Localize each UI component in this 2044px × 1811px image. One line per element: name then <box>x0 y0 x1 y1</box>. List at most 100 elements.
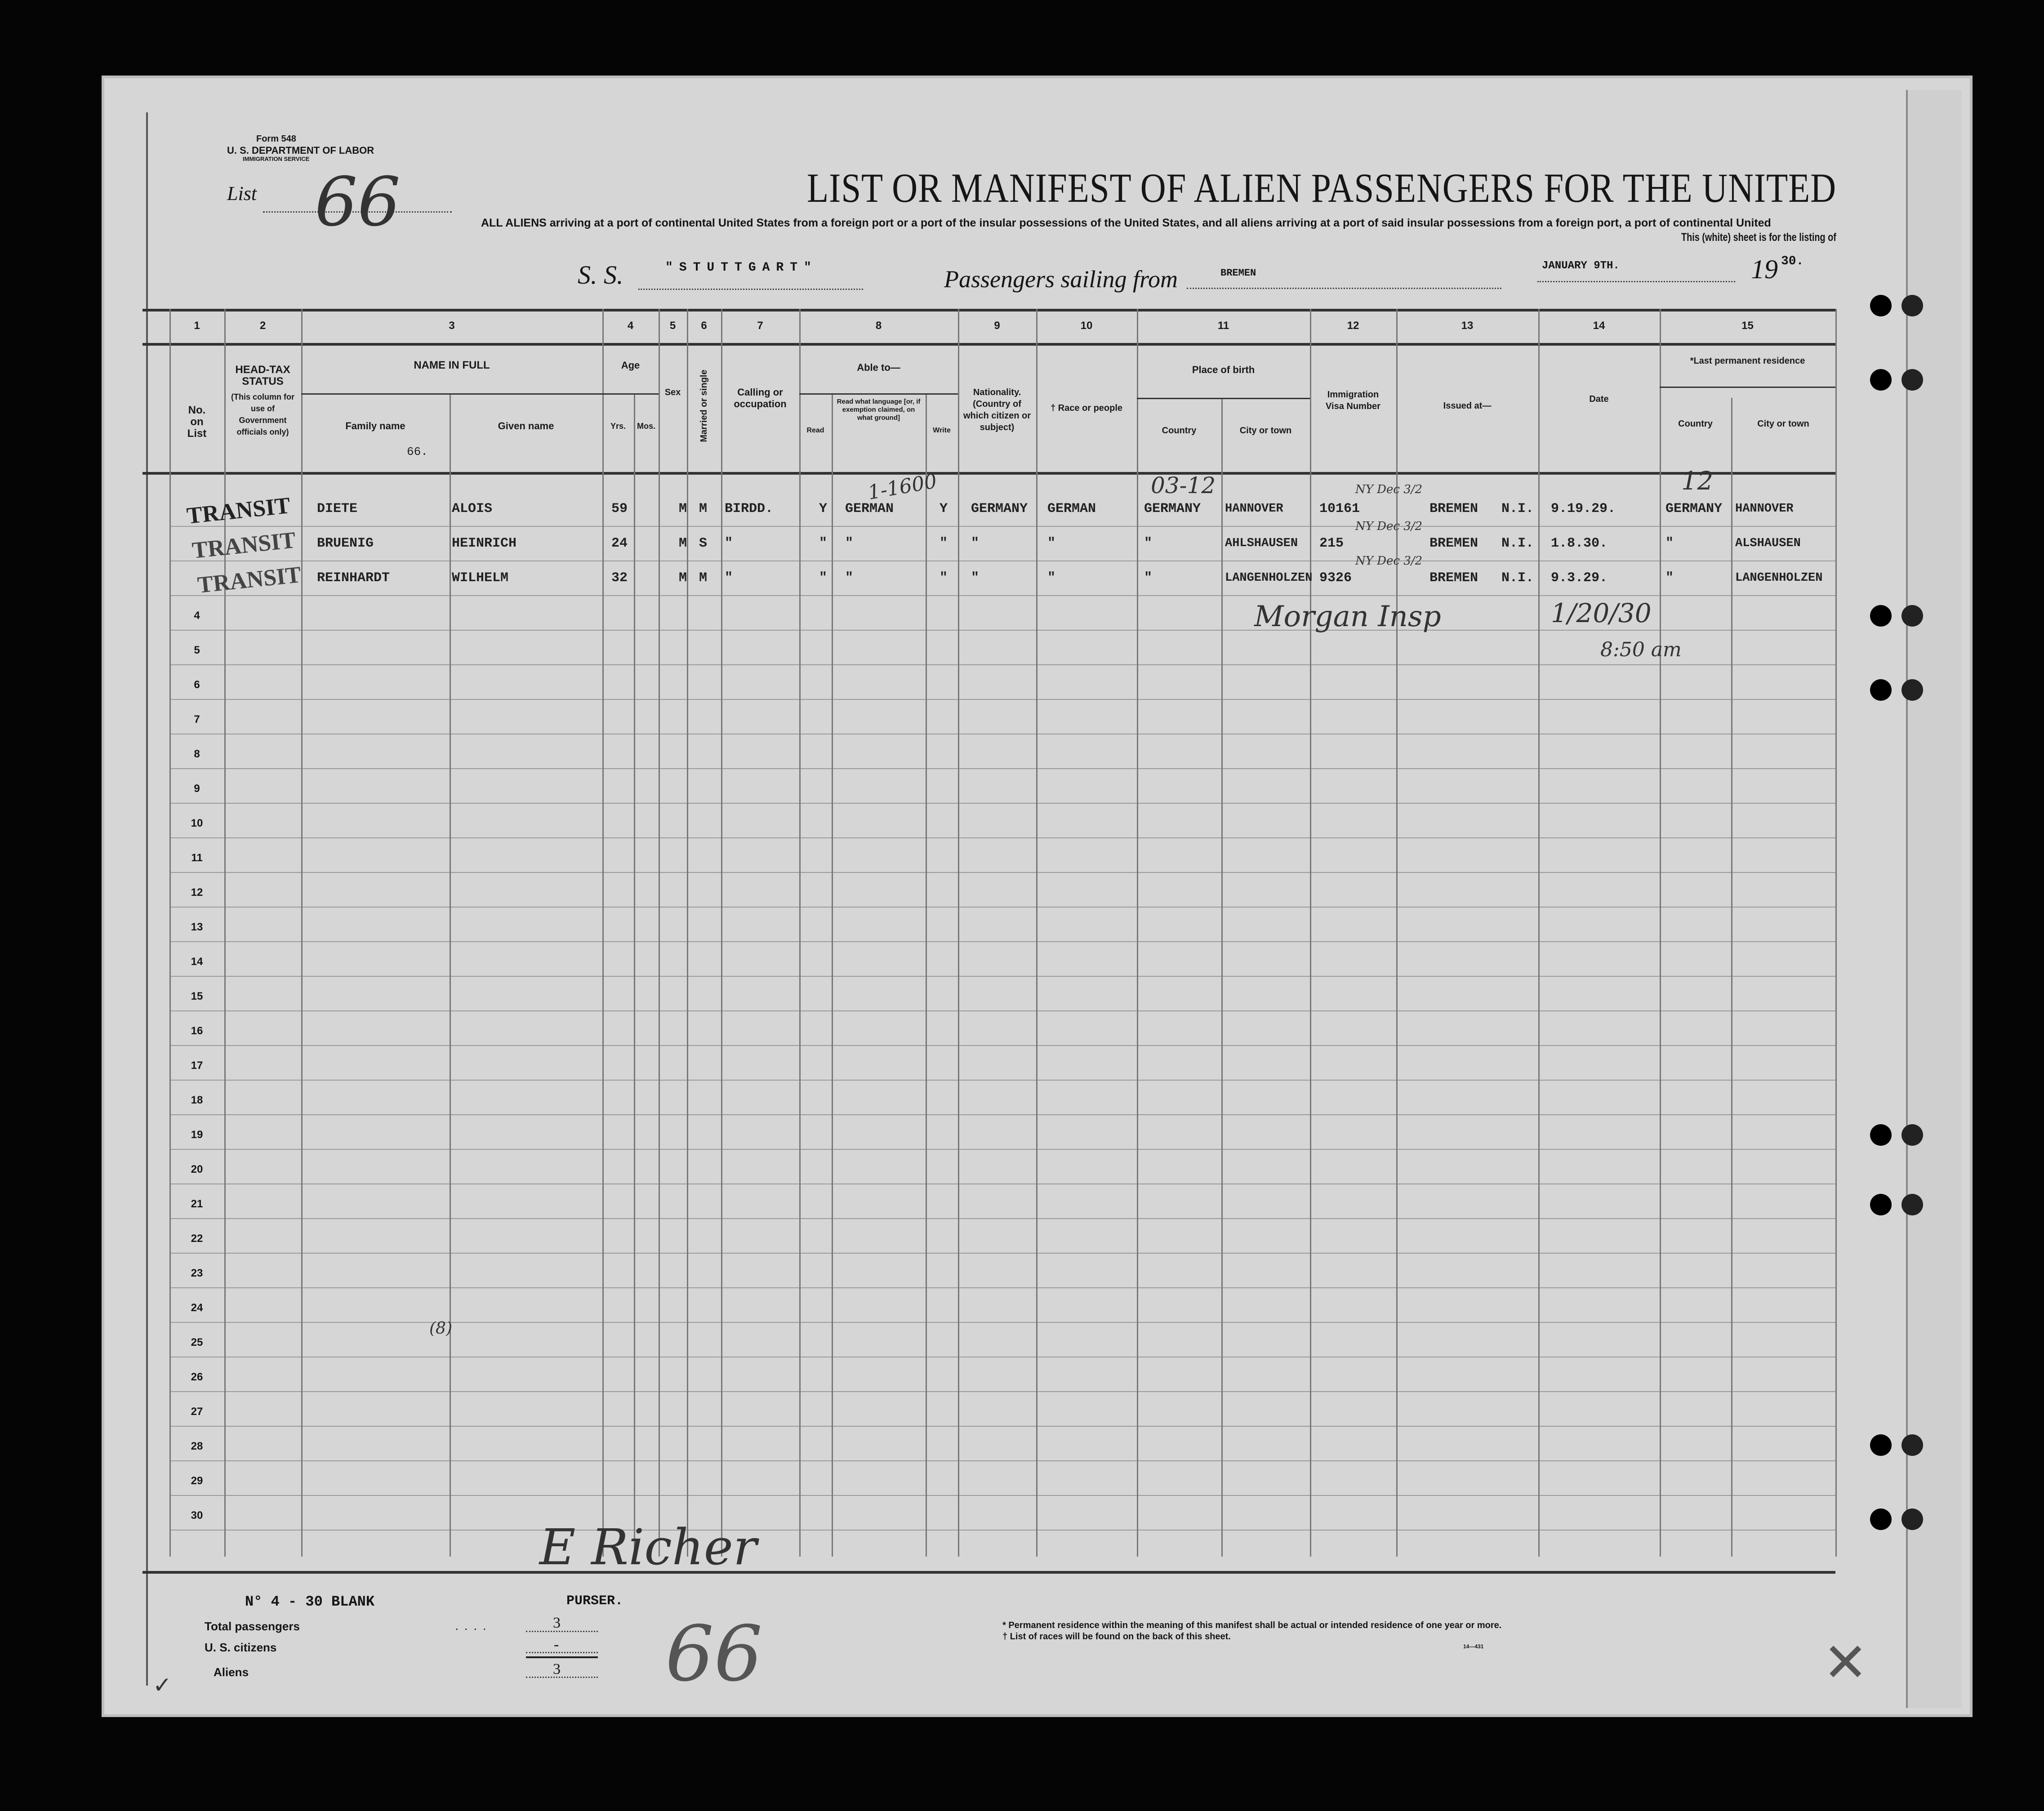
row-number: 13 <box>191 921 203 933</box>
cell-given: WILHELM <box>452 570 509 586</box>
column-number: 4 <box>627 320 634 332</box>
binder-hole <box>1901 1124 1923 1146</box>
header-name-in-full: NAME IN FULL <box>414 359 490 371</box>
row-divider <box>169 768 1835 769</box>
subheader-rule <box>602 393 659 395</box>
inspection-time: 8:50 am <box>1600 638 1682 661</box>
check-mark: ✓ <box>153 1672 172 1698</box>
column-divider <box>1221 398 1223 1557</box>
column-number: 3 <box>449 320 455 332</box>
binder-hole <box>1901 369 1923 391</box>
header-able-to: Able to— <box>857 362 900 373</box>
cell-read: Y <box>819 501 828 516</box>
row-divider <box>169 1149 1835 1150</box>
header-head-tax-note: (This column for use of Government offic… <box>231 392 294 436</box>
row-number: 12 <box>191 886 203 899</box>
cell-yrs: 32 <box>611 570 628 586</box>
cell-calling: BIRDD. <box>725 501 774 516</box>
table-rule <box>143 1571 1835 1574</box>
row-number: 18 <box>191 1094 203 1106</box>
ship-label: S. S. <box>578 260 623 289</box>
column-divider <box>602 309 604 1557</box>
header-no-on-list: No. on List <box>187 404 207 440</box>
cell-language: " <box>845 536 854 551</box>
cell-write: Y <box>940 501 948 516</box>
total-passengers-label: Total passengers <box>205 1620 300 1633</box>
service: IMMIGRATION SERVICE <box>243 156 310 162</box>
cell-res-city: HANNOVER <box>1735 502 1794 516</box>
column-divider <box>1538 309 1540 1557</box>
row-divider <box>169 976 1835 977</box>
cell-race: " <box>1047 536 1056 551</box>
port-underline <box>1187 288 1501 289</box>
cell-race: " <box>1047 570 1056 586</box>
row-divider <box>169 699 1835 700</box>
cell-write: " <box>940 536 948 551</box>
header-res-country: Country <box>1678 419 1713 429</box>
column-number: 6 <box>701 320 707 332</box>
cell-visa: 215 <box>1319 536 1344 551</box>
cell-sex: M <box>679 570 687 586</box>
row-divider <box>169 872 1835 873</box>
row-divider <box>169 837 1835 838</box>
cell-sex: M <box>679 501 687 516</box>
row-number: 24 <box>191 1302 203 1314</box>
inspection-date: 1/20/30 <box>1551 598 1652 628</box>
table-rule <box>143 472 1835 475</box>
row-number: 14 <box>191 956 203 968</box>
column-divider <box>687 309 688 1557</box>
ship-name: "STUTTGART" <box>665 261 818 275</box>
stray-mark: (8) <box>429 1319 452 1338</box>
cell-issued-at: BREMEN <box>1429 501 1478 516</box>
cell-read: " <box>819 536 828 551</box>
row-divider <box>169 1426 1835 1427</box>
binder-hole <box>1870 1124 1892 1146</box>
header-last-residence: *Last permanent residence <box>1690 356 1805 366</box>
subtitle-line1: ALL ALIENS arriving at a port of contine… <box>481 217 1771 229</box>
header-issued-at: Issued at— <box>1443 401 1492 411</box>
cell-res-country: " <box>1665 536 1674 551</box>
column-divider <box>926 393 927 1557</box>
us-citizens-label: U. S. citizens <box>205 1641 277 1654</box>
subtitle-line2: This (white) sheet is for the listing of <box>1681 231 1836 244</box>
cell-birth-country: GERMANY <box>1144 501 1201 516</box>
column-divider <box>1835 309 1837 1557</box>
row-divider <box>169 1010 1835 1011</box>
departure-port: BREMEN <box>1220 267 1256 279</box>
cell-date: 9.19.29. <box>1551 501 1616 516</box>
row-number: 6 <box>194 679 200 691</box>
handwritten-list-number: 66 <box>665 1610 763 1699</box>
total-underline <box>526 1631 598 1632</box>
binder-hole <box>1901 1434 1923 1456</box>
header-date: Date <box>1589 394 1609 404</box>
row-divider <box>169 1218 1835 1219</box>
cell-birth-city: HANNOVER <box>1225 502 1283 516</box>
column-divider <box>659 309 660 1557</box>
cell-issued-code: N.I. <box>1501 501 1534 516</box>
column-divider <box>958 309 959 1557</box>
cell-birth-country: " <box>1144 570 1153 586</box>
total-passengers-value: 3 <box>553 1615 561 1631</box>
cell-nationality: GERMANY <box>971 501 1028 516</box>
row-number: 28 <box>191 1440 203 1452</box>
row-number: 7 <box>194 713 200 725</box>
header-given-name: Given name <box>498 420 554 432</box>
row-divider <box>169 630 1835 631</box>
column-number: 11 <box>1217 320 1229 332</box>
cell-language: " <box>845 570 854 586</box>
cell-sex: M <box>679 536 687 551</box>
cell-res-country: " <box>1665 570 1674 586</box>
column-divider <box>450 393 451 1557</box>
list-underline <box>263 211 452 213</box>
cell-write: " <box>940 570 948 586</box>
column-number: 15 <box>1741 320 1754 332</box>
cell-yrs: 59 <box>611 501 628 516</box>
column-number: 10 <box>1080 320 1093 332</box>
cell-family: DIETE <box>317 501 358 516</box>
header-calling: Calling or occupation <box>734 387 787 409</box>
header-birth-country: Country <box>1162 426 1197 436</box>
row-divider <box>169 526 1835 527</box>
row-number: 10 <box>191 817 203 829</box>
subheader-rule <box>301 393 602 395</box>
row-number: 4 <box>194 610 200 622</box>
